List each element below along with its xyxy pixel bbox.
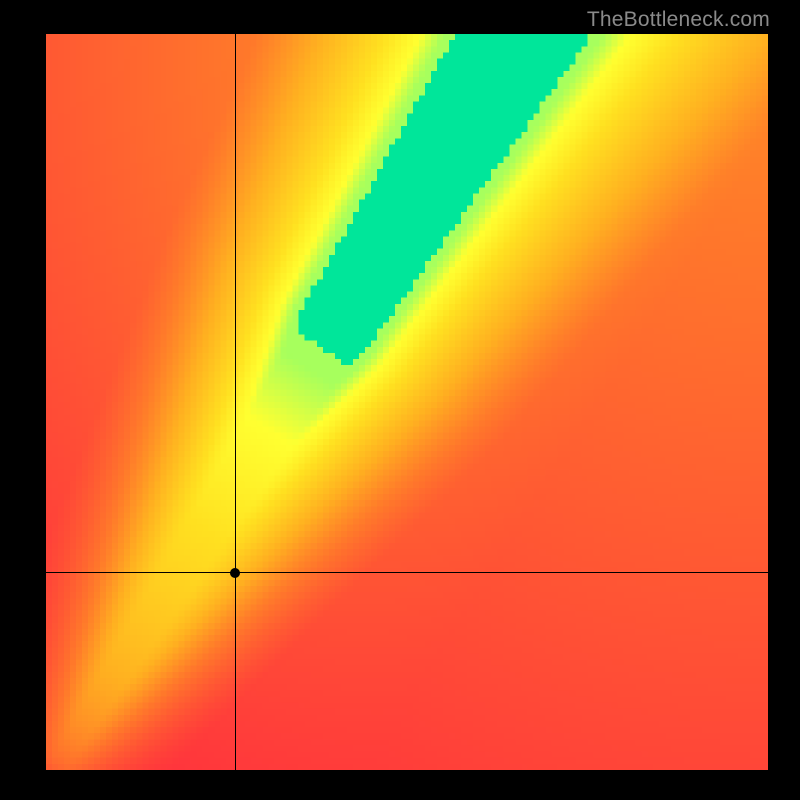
watermark-text: TheBottleneck.com [587,8,770,32]
crosshair-dot [230,568,240,578]
heatmap-plot [46,34,768,770]
crosshair-horizontal [46,572,768,573]
heatmap-canvas [46,34,768,770]
crosshair-vertical [235,34,236,770]
